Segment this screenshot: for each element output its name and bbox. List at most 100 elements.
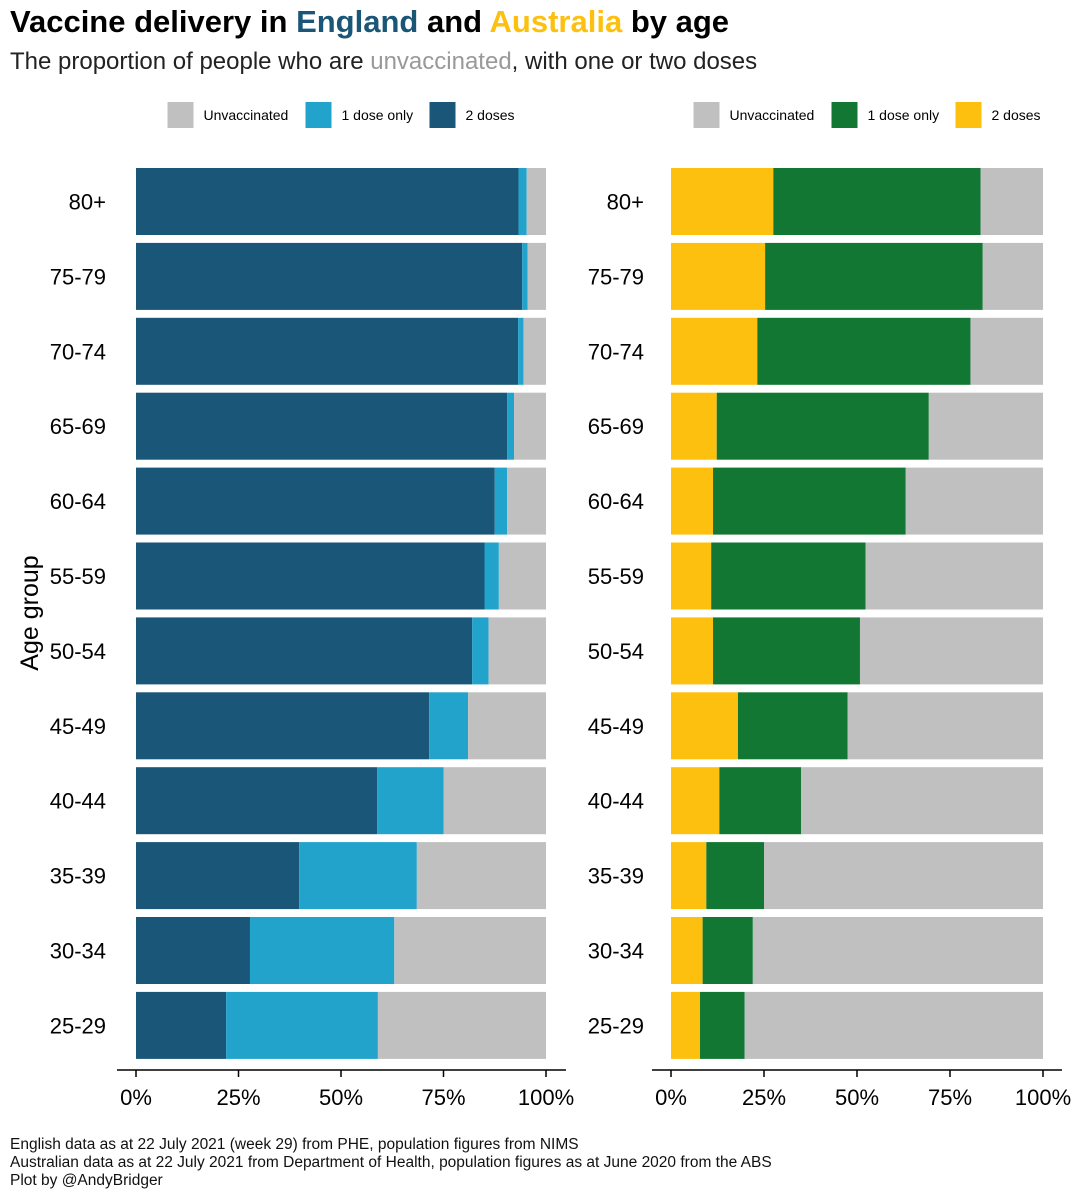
- bar-england-1-dose-only: [518, 168, 527, 235]
- bar-australia-2-doses: [671, 842, 707, 910]
- bar-australia-2-doses: [671, 991, 701, 1059]
- legend-swatch-unvaccinated: [693, 102, 720, 128]
- x-tick-label: 0%: [655, 1085, 687, 1110]
- bar-england-1-dose-only: [522, 242, 528, 310]
- bar-england-unvaccinated: [443, 767, 546, 835]
- bar-england-2-doses: [136, 617, 473, 685]
- bar-england-unvaccinated: [523, 317, 546, 385]
- bar-australia-2-doses: [671, 467, 714, 535]
- caption: English data as at 22 July 2021 (week 29…: [10, 1136, 772, 1190]
- legend-label: Unvaccinated: [730, 107, 815, 123]
- bar-australia-unvaccinated: [764, 842, 1043, 910]
- bar-england-1-dose-only: [226, 991, 378, 1059]
- category-label: 30-34: [50, 939, 106, 964]
- x-tick-label: 0%: [120, 1085, 152, 1110]
- bar-australia-2-doses: [671, 392, 717, 460]
- x-tick-label: 25%: [742, 1085, 786, 1110]
- y-axis-title: Age group: [16, 555, 44, 670]
- category-label: 80+: [69, 190, 106, 215]
- bar-australia-2-doses: [671, 617, 714, 685]
- bar-australia-unvaccinated: [744, 991, 1043, 1059]
- caption-line: Australian data as at 22 July 2021 from …: [10, 1154, 772, 1171]
- bar-england-2-doses: [136, 991, 227, 1059]
- bar-australia-1-dose-only: [713, 467, 906, 535]
- bar-england-unvaccinated: [394, 917, 546, 984]
- bar-australia-2-doses: [671, 767, 720, 835]
- bar-england-1-dose-only: [518, 317, 524, 385]
- bar-england-1-dose-only: [429, 692, 469, 760]
- x-tick-label: 75%: [421, 1085, 465, 1110]
- category-label: 50-54: [588, 639, 644, 664]
- category-label: 70-74: [50, 339, 106, 364]
- category-label: 60-64: [588, 489, 644, 514]
- category-label: 65-69: [588, 414, 644, 439]
- title-part-3: by age: [622, 4, 730, 39]
- bar-england-1-dose-only: [484, 542, 499, 610]
- legend-swatch-2-doses: [955, 102, 982, 128]
- category-label: 75-79: [50, 264, 106, 289]
- category-label: 35-39: [588, 864, 644, 889]
- bar-england-unvaccinated: [377, 991, 546, 1059]
- bar-england-2-doses: [136, 242, 523, 310]
- subtitle-part-2: , with one or two doses: [511, 48, 758, 75]
- bar-australia-1-dose-only: [765, 242, 983, 310]
- legend-swatch-unvaccinated: [167, 102, 194, 128]
- subtitle-highlight: unvaccinated: [370, 48, 512, 75]
- category-label: 70-74: [588, 339, 644, 364]
- bar-england-1-dose-only: [507, 392, 515, 460]
- title-country-australia: Australia: [489, 4, 623, 39]
- legend-swatch-1-dose-only: [305, 102, 332, 128]
- chart-canvas: Unvaccinated 1 dose only 2 doses 80+ 75-79 70…: [16, 102, 1071, 1110]
- bar-australia-unvaccinated: [801, 767, 1043, 835]
- category-label: 55-59: [588, 564, 644, 589]
- bar-england-unvaccinated: [468, 692, 546, 760]
- bar-australia-unvaccinated: [982, 242, 1043, 310]
- bar-australia-1-dose-only: [700, 991, 745, 1059]
- bar-australia-unvaccinated: [859, 617, 1043, 685]
- legend-label: 1 dose only: [342, 107, 414, 123]
- category-label: 40-44: [50, 789, 106, 814]
- bar-england-2-doses: [136, 168, 519, 235]
- caption-line: Plot by @AndyBridger: [10, 1172, 163, 1189]
- bar-australia-2-doses: [671, 317, 758, 385]
- bar-australia-1-dose-only: [737, 692, 848, 760]
- bar-australia-1-dose-only: [757, 317, 971, 385]
- category-label: 60-64: [50, 489, 106, 514]
- category-label: 45-49: [588, 714, 644, 739]
- bar-england-unvaccinated: [526, 168, 546, 235]
- bar-england-unvaccinated: [488, 617, 546, 685]
- x-tick-label: 75%: [928, 1085, 972, 1110]
- bar-england-unvaccinated: [416, 842, 546, 910]
- x-tick-label: 100%: [518, 1085, 574, 1110]
- category-label: 50-54: [50, 639, 106, 664]
- bar-australia-2-doses: [671, 692, 738, 760]
- bar-australia-unvaccinated: [980, 168, 1043, 235]
- bar-england-unvaccinated: [514, 392, 546, 460]
- legend-label: 2 doses: [992, 107, 1041, 123]
- legend-swatch-2-doses: [429, 102, 456, 128]
- bar-england-unvaccinated: [527, 242, 546, 310]
- bar-england-2-doses: [136, 842, 300, 910]
- bar-australia-1-dose-only: [716, 392, 929, 460]
- bar-england-1-dose-only: [377, 767, 444, 835]
- title-country-england: England: [296, 4, 419, 39]
- x-tick-label: 25%: [216, 1085, 260, 1110]
- bar-england-2-doses: [136, 767, 378, 835]
- bar-australia-1-dose-only: [702, 917, 753, 984]
- subtitle-part-1: The proportion of people who are: [10, 48, 371, 75]
- bar-england-2-doses: [136, 917, 250, 984]
- bar-england-2-doses: [136, 392, 508, 460]
- chart-subtitle: The proportion of people who are unvacci…: [10, 48, 757, 76]
- category-label: 35-39: [50, 864, 106, 889]
- category-label: 45-49: [50, 714, 106, 739]
- category-label: 75-79: [588, 264, 644, 289]
- bar-england-unvaccinated: [507, 467, 546, 535]
- bar-australia-1-dose-only: [706, 842, 764, 910]
- bar-australia-2-doses: [671, 168, 774, 235]
- bar-australia-2-doses: [671, 542, 712, 610]
- bar-australia-unvaccinated: [905, 467, 1043, 535]
- category-label: 25-29: [588, 1013, 644, 1038]
- bar-australia-1-dose-only: [773, 168, 981, 235]
- bar-england-1-dose-only: [472, 617, 489, 685]
- x-tick-label: 50%: [835, 1085, 879, 1110]
